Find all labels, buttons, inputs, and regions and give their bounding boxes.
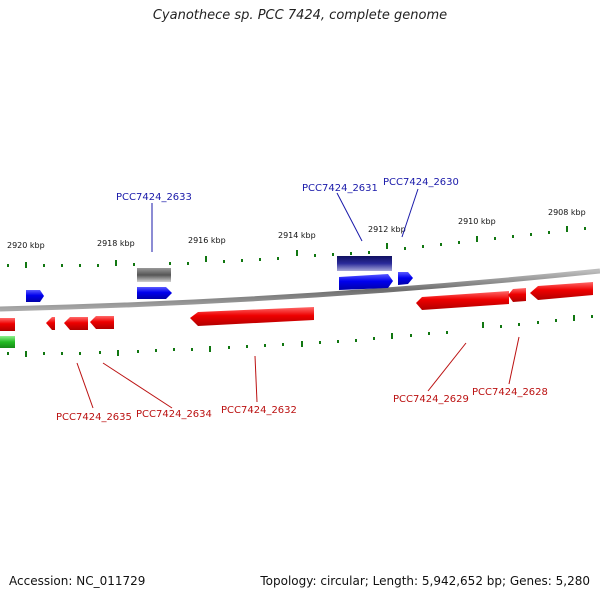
- genome-title: Cyanothece sp. PCC 7424, complete genome: [152, 8, 448, 23]
- reverse-gene-arrow[interactable]: [46, 317, 55, 330]
- reverse-gene-arrow[interactable]: [90, 316, 114, 329]
- reverse-gene-arrow[interactable]: [0, 318, 15, 331]
- reverse-gene-arrow[interactable]: [416, 291, 509, 310]
- forward-gene-arrow[interactable]: [137, 287, 172, 299]
- reverse-gene-arrow[interactable]: [508, 288, 526, 302]
- reverse-gene-arrow[interactable]: [64, 317, 88, 330]
- scale-label: 2910 kbp: [458, 217, 496, 226]
- gene-label-reverse[interactable]: PCC7424_2635: [56, 412, 132, 423]
- gene-label-reverse[interactable]: PCC7424_2632: [221, 405, 297, 416]
- upper-tick-track: [7, 226, 586, 268]
- forward-gene-arrow[interactable]: [398, 272, 413, 285]
- reverse-gene-arrow[interactable]: [190, 307, 314, 326]
- gene-label-forward[interactable]: PCC7424_2633: [116, 192, 192, 203]
- lower-tick-track: [7, 315, 593, 357]
- reverse-callouts: [76, 336, 520, 409]
- rna-feature[interactable]: [337, 256, 392, 271]
- scale-label: 2914 kbp: [278, 231, 316, 240]
- forward-callouts: [151, 188, 419, 252]
- topology-text: Topology: circular; Length: 5,942,652 bp…: [260, 574, 590, 588]
- scale-label: 2920 kbp: [7, 241, 45, 250]
- other-feature[interactable]: [0, 336, 15, 348]
- genome-backbone: [0, 268, 600, 312]
- accession-text: Accession: NC_011729: [9, 574, 146, 588]
- scale-labels: 2920 kbp 2918 kbp 2916 kbp 2914 kbp 2912…: [7, 208, 586, 250]
- scale-label: 2918 kbp: [97, 239, 135, 248]
- gene-label-reverse[interactable]: PCC7424_2634: [136, 409, 212, 420]
- gene-label-forward[interactable]: PCC7424_2630: [383, 177, 459, 188]
- gene-label-forward[interactable]: PCC7424_2631: [302, 183, 378, 194]
- gene-label-reverse[interactable]: PCC7424_2629: [393, 394, 469, 405]
- forward-genes: [26, 272, 413, 302]
- gene-label-reverse[interactable]: PCC7424_2628: [472, 387, 548, 398]
- scale-label: 2908 kbp: [548, 208, 586, 217]
- reverse-gene-arrow[interactable]: [530, 282, 593, 300]
- scale-label: 2912 kbp: [368, 225, 406, 234]
- forward-gene-arrow[interactable]: [26, 290, 44, 302]
- scale-label: 2916 kbp: [188, 236, 226, 245]
- rna-feature[interactable]: [137, 268, 171, 282]
- reverse-genes: [0, 282, 593, 331]
- forward-gene-arrow[interactable]: [339, 274, 393, 290]
